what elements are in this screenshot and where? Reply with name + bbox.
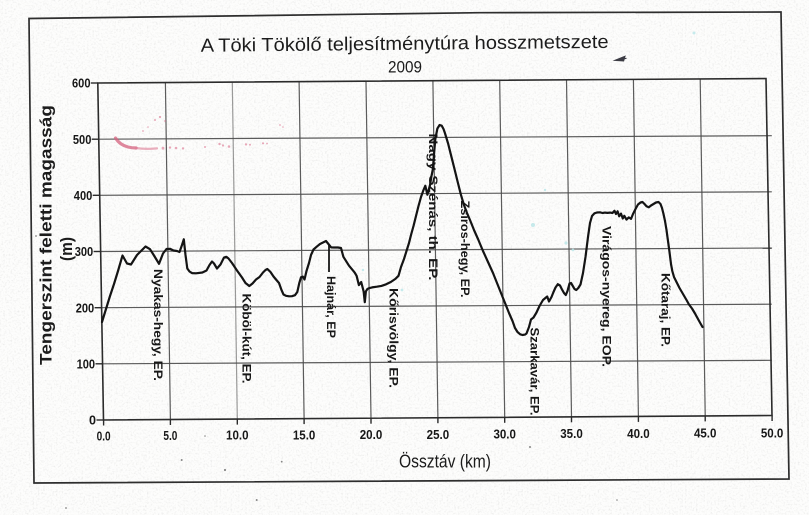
svg-text:30.0: 30.0 — [493, 427, 516, 442]
svg-text:5.0: 5.0 — [163, 428, 177, 443]
svg-text:45.0: 45.0 — [694, 426, 717, 441]
svg-text:Tengerszint feletti magasság: Tengerszint feletti magasság — [38, 105, 56, 365]
svg-text:0.0: 0.0 — [97, 428, 111, 443]
svg-text:500: 500 — [73, 132, 92, 147]
svg-text:0: 0 — [89, 413, 96, 428]
svg-text:Hajnár, EP: Hajnár, EP — [324, 276, 338, 338]
svg-text:Kőtaraj, EP.: Kőtaraj, EP. — [659, 273, 673, 347]
svg-text:(m): (m) — [58, 237, 76, 261]
svg-text:300: 300 — [75, 244, 94, 259]
svg-text:20.0: 20.0 — [360, 427, 383, 442]
svg-text:Össztáv (km): Össztáv (km) — [399, 451, 491, 471]
svg-text:400: 400 — [74, 188, 93, 203]
svg-text:Zsíros-hegy, EP.: Zsíros-hegy, EP. — [458, 201, 472, 298]
svg-text:15.0: 15.0 — [293, 427, 316, 442]
svg-text:10.0: 10.0 — [226, 428, 249, 443]
svg-text:25.0: 25.0 — [427, 427, 450, 442]
svg-text:100: 100 — [77, 357, 96, 372]
svg-text:Nyakas-hegy, EP.: Nyakas-hegy, EP. — [151, 269, 165, 381]
svg-text:Köböl-kút, EP.: Köböl-kút, EP. — [240, 294, 254, 384]
svg-text:40.0: 40.0 — [627, 426, 650, 441]
svg-text:A Töki Tökölő teljesítménytúra: A Töki Tökölő teljesítménytúra hosszmets… — [201, 32, 609, 57]
svg-text:50.0: 50.0 — [761, 425, 784, 440]
svg-text:Kőrisvölgy, EP.: Kőrisvölgy, EP. — [387, 288, 401, 388]
svg-text:Nagy-Szénás, th. EP.: Nagy-Szénás, th. EP. — [426, 134, 440, 281]
svg-text:Szarkavár, EP.: Szarkavár, EP. — [528, 328, 542, 416]
svg-text:Virágos-nyereg, EOP.: Virágos-nyereg, EOP. — [600, 226, 614, 367]
svg-text:200: 200 — [76, 300, 95, 315]
svg-text:2009: 2009 — [388, 58, 422, 77]
svg-text:600: 600 — [72, 76, 91, 91]
svg-text:35.0: 35.0 — [560, 426, 583, 441]
